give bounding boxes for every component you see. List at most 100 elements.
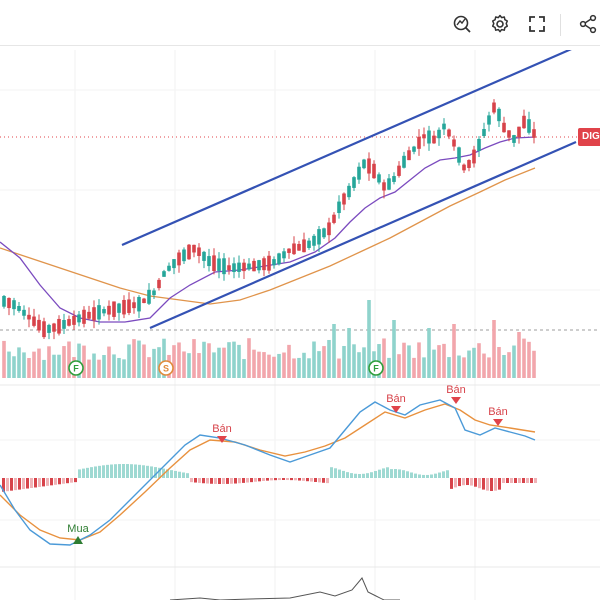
- histogram-bar: [446, 470, 449, 478]
- histogram-bar: [278, 478, 281, 481]
- event-marker[interactable]: F: [68, 360, 84, 376]
- candle-body: [177, 252, 181, 266]
- sell-signal[interactable]: Bán: [446, 384, 466, 404]
- candle-body: [267, 255, 271, 271]
- candle-body: [7, 297, 11, 309]
- histogram-bar: [466, 478, 469, 486]
- histogram-bar: [302, 478, 305, 481]
- histogram-bar: [462, 478, 465, 486]
- volume-bar: [292, 358, 296, 378]
- indicator-button[interactable]: [448, 10, 476, 38]
- fullscreen-button[interactable]: [523, 10, 551, 38]
- histogram-bar: [46, 478, 49, 486]
- gear-icon: [491, 14, 509, 33]
- volume-bar: [232, 341, 236, 378]
- histogram-bar: [170, 470, 173, 478]
- volume-bar: [27, 357, 31, 378]
- histogram-bar: [294, 478, 297, 481]
- macd-lines: [0, 399, 536, 546]
- sell-signal[interactable]: Bán: [488, 406, 508, 426]
- trade-signals[interactable]: Bán Bán Bán Bán Mua: [67, 384, 508, 544]
- histogram-bar: [286, 478, 289, 481]
- histogram-bar: [190, 478, 193, 483]
- candle-body: [492, 102, 496, 113]
- settings-button[interactable]: [486, 10, 514, 38]
- event-marker-circle: [368, 360, 384, 376]
- toolbar-divider: [0, 45, 600, 46]
- candle-body: [217, 258, 221, 271]
- volume-bar: [322, 346, 326, 378]
- event-marker-circle: [158, 360, 174, 376]
- volume-bar: [187, 353, 191, 378]
- candle-body: [187, 244, 191, 260]
- volume-bar: [222, 347, 226, 378]
- histogram-bar: [118, 464, 121, 478]
- volume-bar: [162, 338, 166, 378]
- histogram-bar: [54, 478, 57, 485]
- histogram-bar: [426, 474, 429, 478]
- histogram-bar: [250, 478, 253, 483]
- volume-bar: [127, 344, 131, 378]
- histogram-bar: [434, 473, 437, 478]
- event-marker[interactable]: S: [158, 360, 174, 376]
- volume-bar: [317, 351, 321, 378]
- share-button[interactable]: [574, 10, 600, 38]
- candle-body: [202, 251, 206, 261]
- candle-body: [357, 166, 361, 180]
- histogram-bar: [34, 478, 37, 488]
- volume-bar: [207, 343, 211, 378]
- candle-body: [297, 243, 301, 251]
- histogram-bar: [218, 478, 221, 484]
- volume-bar: [132, 339, 136, 378]
- histogram-bar: [106, 464, 109, 478]
- candle-body: [192, 244, 196, 253]
- buy-signal[interactable]: Mua: [67, 523, 90, 544]
- histogram-bar: [50, 478, 53, 486]
- volume-bars: [2, 300, 536, 378]
- candle-body: [232, 263, 236, 273]
- histogram-bar: [186, 473, 189, 478]
- event-marker-label: S: [163, 364, 169, 374]
- histogram-bar: [266, 478, 269, 481]
- histogram-bar: [282, 478, 285, 481]
- histogram-bar: [154, 467, 157, 478]
- volume-bar: [462, 357, 466, 378]
- volume-bar: [402, 342, 406, 378]
- histogram-bar: [210, 478, 213, 484]
- sell-signal[interactable]: Bán: [212, 423, 232, 443]
- candle-body: [147, 289, 151, 304]
- histogram-bar: [498, 478, 501, 490]
- histogram-bar: [430, 474, 433, 478]
- volume-bar: [522, 338, 526, 378]
- histogram-bar: [98, 465, 101, 478]
- histogram-bar: [526, 478, 529, 483]
- candle-body: [527, 119, 531, 133]
- candle-body: [522, 115, 526, 129]
- histogram-bar: [306, 478, 309, 482]
- volume-bar: [432, 349, 436, 378]
- candlesticks: [2, 99, 536, 340]
- histogram-bar: [310, 478, 313, 482]
- symbol-price-tag: DIG: [578, 128, 600, 146]
- volume-bar: [117, 357, 121, 378]
- candle-body: [417, 136, 421, 149]
- histogram-bar: [18, 478, 21, 490]
- volume-bar: [297, 357, 301, 378]
- sell-signal[interactable]: Bán: [386, 393, 406, 413]
- candle-body: [402, 155, 406, 168]
- histogram-bar: [6, 478, 9, 492]
- histogram-bar: [358, 473, 361, 478]
- volume-bar: [32, 351, 36, 378]
- histogram-bar: [486, 478, 489, 491]
- candle-body: [27, 314, 31, 320]
- volume-bar: [352, 344, 356, 378]
- trend-channel[interactable]: [121, 45, 577, 330]
- event-marker[interactable]: F: [368, 360, 384, 376]
- candle-body: [247, 263, 251, 270]
- volume-bar: [437, 345, 441, 378]
- volume-bar: [97, 359, 101, 378]
- volume-bar: [182, 351, 186, 378]
- histogram-bar: [342, 470, 345, 478]
